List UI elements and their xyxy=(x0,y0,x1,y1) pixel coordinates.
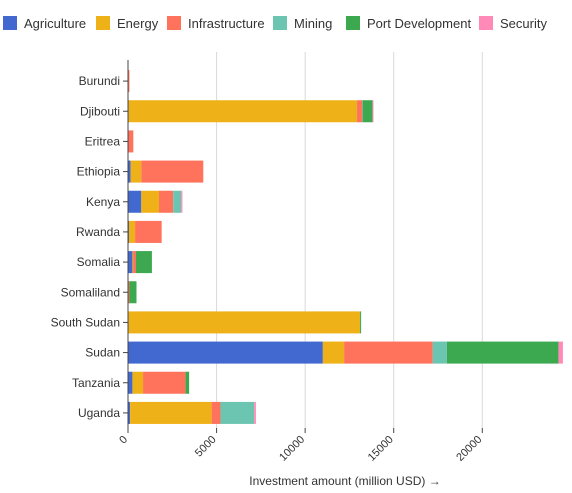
legend-item: Port Development xyxy=(346,12,471,34)
bar-segment: Ethiopia — Energy: 600 xyxy=(130,160,142,183)
bar-segment: Djibouti — Energy: 12900 xyxy=(128,100,358,123)
bar-segment: South Sudan — Port Development: 60 xyxy=(360,311,362,334)
bar-segment: Eritrea — Infrastructure: 300 xyxy=(128,130,134,153)
bar-segment: Tanzania — Infrastructure: 2400 xyxy=(143,371,186,394)
bar-segment: Kenya — Security: 70 xyxy=(181,190,183,213)
bar-segment: Kenya — Infrastructure: 800 xyxy=(159,190,174,213)
bar-segment: Sudan — Port Development: 6300 xyxy=(446,341,559,364)
legend-item: Security xyxy=(479,12,547,34)
legend-swatch xyxy=(273,16,287,30)
legend-swatch xyxy=(346,16,360,30)
bar-segment: Kenya — Energy: 1000 xyxy=(141,190,159,213)
legend-label: Mining xyxy=(294,15,333,31)
bar-segment: Sudan — Infrastructure: 5000 xyxy=(344,341,433,364)
legend-item: Mining xyxy=(273,12,332,34)
legend-swatch xyxy=(3,16,17,30)
bar-segment: Uganda — Energy: 4600 xyxy=(130,401,212,424)
bar-segment: Somalia — Agriculture: 250 xyxy=(128,251,133,274)
bar-segment: Uganda — Mining: 1900 xyxy=(220,401,255,424)
y-category-label: Tanzania xyxy=(72,376,120,390)
bar-segment: Tanzania — Port Development: 200 xyxy=(185,371,190,394)
bar-segment: Sudan — Security: 250 xyxy=(558,341,563,364)
bar-segment: Burundi — Infrastructure: 80 xyxy=(128,70,130,93)
y-category-label: Somaliland xyxy=(61,285,120,299)
bar-segment: Sudan — Agriculture: 11000 xyxy=(128,341,323,364)
bar-segment: Uganda — Security: 100 xyxy=(254,401,256,424)
y-category-label: Uganda xyxy=(78,406,120,420)
bar-segment: Uganda — Infrastructure: 500 xyxy=(211,401,221,424)
y-category-label: Rwanda xyxy=(76,225,120,239)
x-tick-label: 20000 xyxy=(454,434,484,464)
x-tick-label: 10000 xyxy=(277,434,307,464)
bar-segment: Djibouti — Infrastructure: 300 xyxy=(357,100,363,123)
legend-label: Agriculture xyxy=(24,15,87,31)
bar-segment: Djibouti — Security: 20 xyxy=(372,100,374,123)
y-category-label: Kenya xyxy=(86,195,120,209)
bar-segment: Tanzania — Energy: 600 xyxy=(132,371,144,394)
x-tick-label: 0 xyxy=(117,434,130,447)
legend-item: Energy xyxy=(96,12,158,34)
bar-segment: Kenya — Agriculture: 750 xyxy=(128,190,142,213)
bar-segment: Somaliland — Infrastructure: 50 xyxy=(128,281,130,304)
legend-swatch xyxy=(479,16,493,30)
legend-swatch xyxy=(96,16,110,30)
y-category-label: Somalia xyxy=(77,255,121,269)
legend-label: Infrastructure xyxy=(188,15,265,31)
bar-segment: Kenya — Mining: 450 xyxy=(173,190,182,213)
bar-segment: Ethiopia — Agriculture: 150 xyxy=(128,160,131,183)
chart-legend: Agriculture Energy Infrastructure Mining Por… xyxy=(0,12,572,36)
legend-label: Port Development xyxy=(367,15,472,31)
bar-segment: Uganda — Agriculture: 120 xyxy=(128,401,131,424)
legend-item: Agriculture xyxy=(3,12,86,34)
bar-segment: Ethiopia — Infrastructure: 3500 xyxy=(141,160,204,183)
x-axis-title: Investment amount (million USD) → xyxy=(249,474,440,488)
legend-label: Security xyxy=(500,15,547,31)
bar-segment: Somaliland — Port Development: 400 xyxy=(129,281,137,304)
y-category-label: Eritrea xyxy=(85,134,121,148)
y-category-label: Burundi xyxy=(79,74,120,88)
bar-segment: Djibouti — Port Development: 550 xyxy=(362,100,373,123)
x-tick-label: 5000 xyxy=(193,434,219,460)
y-category-label: Djibouti xyxy=(80,104,120,118)
bar-segment: Somalia — Energy: 50 xyxy=(132,251,134,274)
bar-segment: Sudan — Energy: 1200 xyxy=(322,341,345,364)
legend-label: Energy xyxy=(117,15,159,31)
legend-item: Infrastructure xyxy=(167,12,265,34)
bar-segment: South Sudan — Energy: 13100 xyxy=(128,311,361,334)
bar-segment: Sudan — Mining: 800 xyxy=(432,341,447,364)
y-category-label: Ethiopia xyxy=(77,165,121,179)
y-category-label: South Sudan xyxy=(51,315,120,329)
bar-segment: Rwanda — Energy: 350 xyxy=(128,220,136,243)
bar-segment: Somalia — Port Development: 900 xyxy=(135,251,152,274)
legend-swatch xyxy=(167,16,181,30)
bar-segment: Somalia — Infrastructure: 150 xyxy=(133,251,136,274)
bar-segment: Tanzania — Agriculture: 250 xyxy=(128,371,133,394)
y-category-label: Sudan xyxy=(85,346,120,360)
x-tick-label: 15000 xyxy=(366,434,396,464)
bar-segment: Rwanda — Infrastructure: 1500 xyxy=(135,220,162,243)
